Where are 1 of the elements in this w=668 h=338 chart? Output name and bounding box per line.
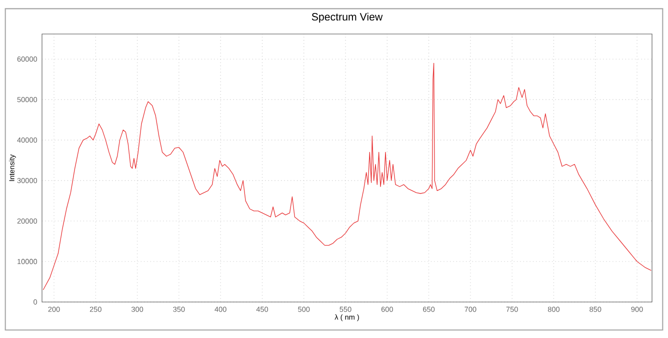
chart-title: Spectrum View [312,12,383,23]
